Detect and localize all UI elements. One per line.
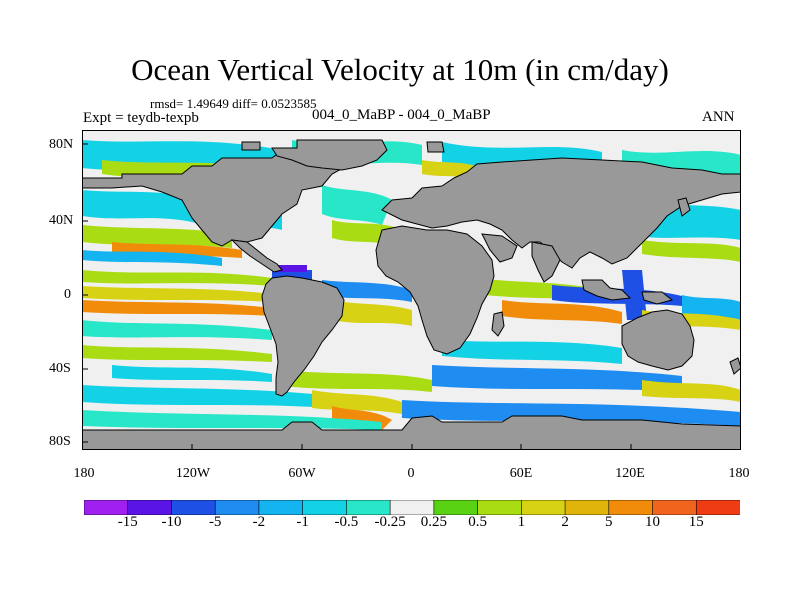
colorbar-label: -0.25 [374, 514, 406, 530]
colorbar-label: 1 [517, 514, 526, 530]
lat-label-80s: 80S [49, 434, 71, 449]
colorbar-swatch [258, 500, 304, 515]
indonesia [581, 279, 632, 301]
lon-label-180w: 180 [73, 466, 95, 481]
colorbar-swatch [433, 500, 479, 515]
lon-label-120e: 120E [615, 466, 645, 481]
colorbar-label: -15 [117, 514, 138, 530]
lon-label-0: 0 [407, 466, 415, 481]
colorbar-swatch [695, 500, 740, 515]
land-masses [82, 139, 741, 450]
experiment-label: Expt = teydb-texpb [83, 110, 199, 126]
eurasia [381, 157, 741, 269]
colorbar-label: 15 [688, 514, 704, 530]
colorbar-label: -0.5 [334, 514, 359, 530]
madagascar [491, 311, 505, 337]
colorbar-label: -1 [296, 514, 309, 530]
colorbar-label: -10 [161, 514, 182, 530]
new-guinea [641, 291, 674, 305]
colorbar-swatch [652, 500, 697, 515]
season-label: ANN [702, 109, 735, 125]
arabia [481, 233, 518, 263]
lon-label-120w: 120W [175, 466, 211, 481]
colorbar-swatch [608, 500, 654, 515]
colorbar-label: -2 [252, 514, 266, 530]
world-map [82, 130, 741, 450]
colorbar-swatch [171, 500, 216, 515]
case-label: 004_0_MaBP - 004_0_MaBP [312, 107, 491, 123]
colorbar-label: 10 [645, 514, 661, 530]
rmsd-diff-stats: rmsd= 1.49649 diff= 0.0523585 [150, 96, 317, 111]
lon-label-60e: 60E [509, 466, 533, 481]
lat-label-40n: 40N [49, 213, 74, 228]
lon-label-180e: 180 [728, 466, 750, 481]
africa [375, 225, 495, 355]
australia [621, 309, 695, 371]
colorbar-swatch [127, 500, 173, 515]
colorbar-swatch [302, 500, 347, 515]
plot-title: Ocean Vertical Velocity at 10m (in cm/da… [131, 52, 669, 87]
north-america [82, 139, 368, 247]
antarctica [82, 415, 741, 450]
central-america [230, 239, 283, 273]
colorbar-label: 0.25 [420, 514, 447, 530]
colorbar-label: 0.5 [468, 514, 487, 530]
colorbar-swatch [214, 500, 260, 515]
colorbar-swatch [346, 500, 391, 515]
map-ticks [82, 143, 632, 450]
greenland [271, 139, 388, 171]
svalbard [426, 141, 445, 153]
colorbar-swatch [389, 500, 435, 515]
colorbar-swatch [564, 500, 610, 515]
colorbar-swatch [521, 500, 566, 515]
lat-label-equator: 0 [64, 287, 71, 302]
japan [677, 197, 691, 217]
new-zealand [729, 357, 741, 375]
lat-label-80n: 80N [49, 137, 74, 152]
colorbar-label: 2 [561, 514, 569, 530]
south-america [261, 275, 345, 397]
colorbar [84, 500, 740, 515]
colorbar-swatch [477, 500, 522, 515]
lat-label-40s: 40S [49, 361, 71, 376]
india [531, 241, 561, 283]
colorbar-swatch [84, 500, 129, 515]
arctic-island [241, 141, 261, 151]
lon-label-60w: 60W [288, 466, 316, 481]
colorbar-label: 5 [605, 514, 613, 530]
colorbar-label: -5 [208, 514, 222, 530]
